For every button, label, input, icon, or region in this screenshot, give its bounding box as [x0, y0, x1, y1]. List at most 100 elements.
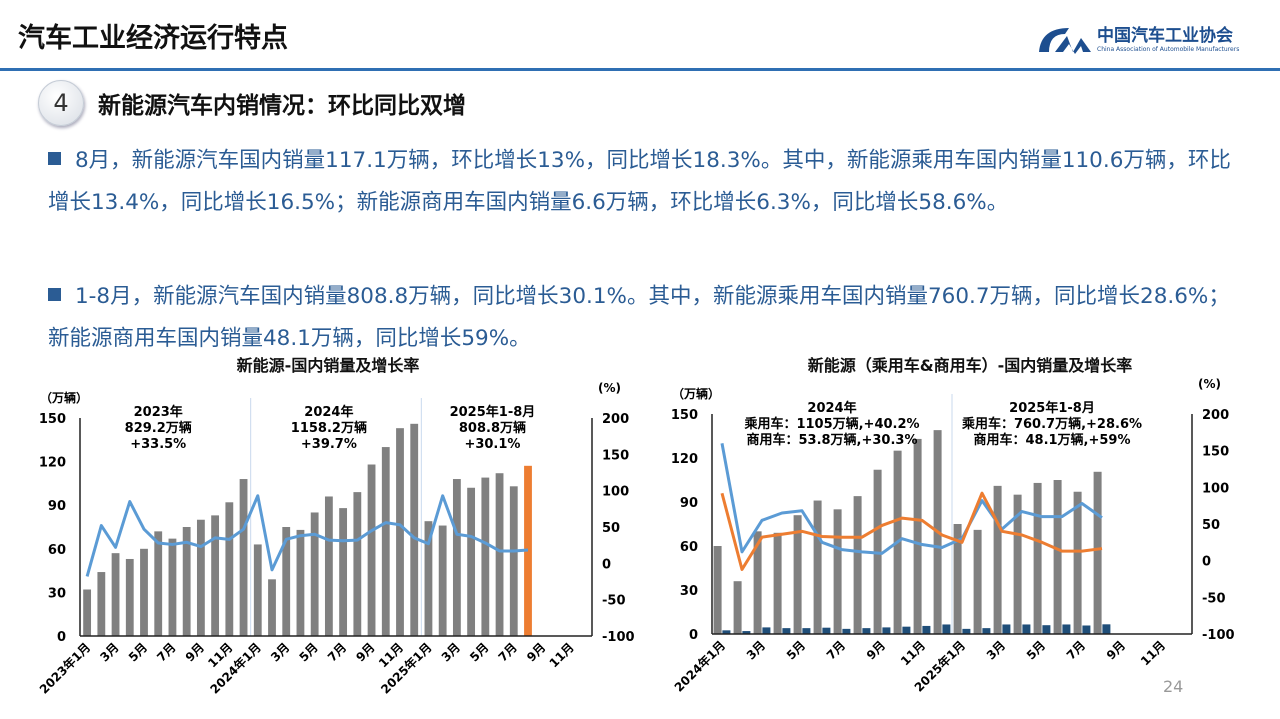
x-tick-label: 9月 [1104, 638, 1128, 662]
bar [211, 515, 220, 636]
x-tick-label: 11月 [1138, 638, 1168, 668]
bar [802, 628, 811, 634]
bar [1002, 624, 1011, 634]
y-tick-label: 150 [671, 408, 698, 423]
bar [367, 464, 376, 636]
chart-2-title: 新能源（乘用车&商用车）-国内销量及增长率 [807, 356, 1133, 375]
x-tick-label: 7月 [1064, 638, 1088, 662]
bar [762, 627, 771, 634]
y2-axis-unit: (%) [1198, 377, 1221, 391]
bar [1042, 625, 1051, 634]
y-tick-label: 0 [57, 630, 66, 645]
bar [467, 487, 476, 636]
y-tick-label: 0 [689, 628, 698, 643]
bar [733, 581, 742, 634]
x-tick-label: 11月 [898, 638, 928, 668]
y-tick-label: 90 [48, 499, 66, 514]
bullet-2: 1-8月，新能源汽车国内销量808.8万辆，同比增长30.1%。其中，新能源乘用… [48, 276, 1248, 360]
bar [410, 423, 419, 636]
growth-line [720, 491, 1103, 571]
bar [722, 630, 731, 634]
bar [813, 500, 822, 634]
y2-tick-label: -100 [602, 630, 635, 645]
chart-annotation: 808.8万辆 [459, 420, 526, 436]
y2-tick-label: 100 [1202, 481, 1229, 496]
bar [773, 532, 782, 634]
y2-tick-label: 0 [602, 557, 611, 572]
chart-annotation: 乘用车：760.7万辆,+28.6% [961, 416, 1142, 432]
bar [902, 626, 911, 634]
bullet-square-icon [48, 152, 61, 165]
bar [833, 509, 842, 634]
y2-tick-label: -100 [1202, 628, 1235, 643]
y-axis-unit: （万辆） [672, 386, 720, 401]
bullet-text: 1-8月，新能源汽车国内销量808.8万辆，同比增长30.1%。其中，新能源乘用… [48, 284, 1230, 351]
bar [282, 527, 291, 636]
bar [973, 529, 982, 634]
bar [324, 496, 333, 636]
y-tick-label: 90 [680, 496, 698, 511]
y-tick-label: 30 [48, 586, 66, 601]
bullet-1: 8月，新能源汽车国内销量117.1万辆，环比增长13%，同比增长18.3%。其中… [48, 140, 1248, 224]
y-tick-label: 60 [48, 543, 66, 558]
y-tick-label: 30 [680, 584, 698, 599]
y-tick-label: 120 [39, 456, 66, 471]
bar [182, 527, 191, 636]
bar [1082, 625, 1091, 634]
bar [140, 548, 148, 636]
bar [942, 624, 951, 634]
bar [822, 627, 831, 634]
chart-annotation: 乘用车：1105万辆,+40.2% [743, 416, 919, 432]
bar [396, 428, 404, 636]
bar [853, 496, 862, 634]
y-tick-label: 60 [680, 540, 698, 555]
bar [1053, 480, 1062, 634]
bar [842, 628, 851, 634]
bar [1013, 494, 1022, 634]
chart-annotation: +33.5% [130, 437, 186, 452]
bar [452, 479, 461, 636]
bar [381, 447, 390, 636]
bar [424, 521, 433, 636]
bar [111, 553, 120, 636]
chart-annotation: 商用车：53.8万辆,+30.3% [746, 432, 917, 448]
y2-tick-label: 150 [1202, 445, 1229, 460]
x-tick-label: 5月 [784, 638, 808, 662]
y-tick-label: 120 [671, 452, 698, 467]
bar [1033, 482, 1042, 634]
bar [962, 628, 971, 634]
x-tick-label: 5月 [1024, 638, 1048, 662]
bar [882, 627, 891, 634]
growth-line [720, 443, 1103, 555]
chart-annotation: 2024年 [807, 400, 856, 416]
x-tick-label: 9月 [864, 638, 888, 662]
page-title: 汽车工业经济运行特点 [18, 23, 288, 54]
y-axis-unit: （万辆） [40, 390, 88, 405]
bar [268, 579, 276, 636]
bar [310, 512, 319, 636]
bullet-square-icon [48, 288, 61, 301]
y-tick-label: 150 [39, 412, 66, 427]
bar [1093, 471, 1102, 634]
bullet-text: 8月，新能源汽车国内销量117.1万辆，环比增长13%，同比增长18.3%。其中… [48, 148, 1231, 215]
bar [125, 558, 134, 636]
y2-tick-label: 100 [602, 485, 629, 500]
bar [742, 631, 751, 634]
bar [253, 544, 262, 636]
header-divider [0, 68, 1280, 71]
bar [1073, 491, 1082, 634]
y2-tick-label: 0 [1202, 555, 1211, 570]
bar [913, 438, 922, 634]
bar [862, 628, 871, 634]
page-number: 24 [1163, 677, 1184, 696]
bar [154, 531, 163, 636]
y2-tick-label: 200 [602, 412, 629, 427]
bar [1022, 624, 1031, 634]
bar [239, 479, 248, 636]
chart-annotation: +39.7% [301, 437, 357, 452]
y2-tick-label: 50 [1202, 518, 1220, 533]
caam-logo: 中国汽车工业协会 China Association of Automobile… [1035, 22, 1239, 56]
y2-tick-label: -50 [602, 594, 626, 609]
chart-annotation: +30.1% [464, 437, 520, 452]
